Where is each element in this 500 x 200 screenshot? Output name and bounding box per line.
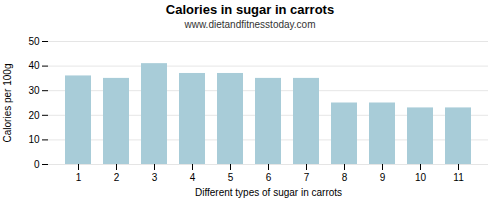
svg-text:30: 30	[28, 85, 40, 96]
svg-text:3: 3	[152, 172, 158, 183]
svg-text:10: 10	[28, 134, 40, 145]
svg-text:7: 7	[304, 172, 310, 183]
svg-text:40: 40	[28, 60, 40, 71]
svg-text:5: 5	[228, 172, 234, 183]
svg-text:0: 0	[34, 159, 40, 170]
svg-text:Different types of sugar in ca: Different types of sugar in carrots	[195, 187, 342, 198]
svg-text:50: 50	[28, 36, 40, 47]
svg-text:Calories per 100g: Calories per 100g	[2, 64, 13, 143]
html-text:www.dietandfitnesstoday.com: www.dietandfitnesstoday.com	[184, 19, 316, 30]
svg-text:6: 6	[266, 172, 272, 183]
svg-text:10: 10	[415, 172, 427, 183]
svg-text:20: 20	[28, 110, 40, 121]
svg-text:2: 2	[114, 172, 120, 183]
svg-text:11: 11	[453, 172, 464, 183]
svg-text:8: 8	[342, 172, 348, 183]
html-text:Calories in sugar in carrots: Calories in sugar in carrots	[165, 2, 335, 17]
svg-text:4: 4	[190, 172, 196, 183]
svg-text:1: 1	[76, 172, 82, 183]
svg-text:9: 9	[380, 172, 386, 183]
